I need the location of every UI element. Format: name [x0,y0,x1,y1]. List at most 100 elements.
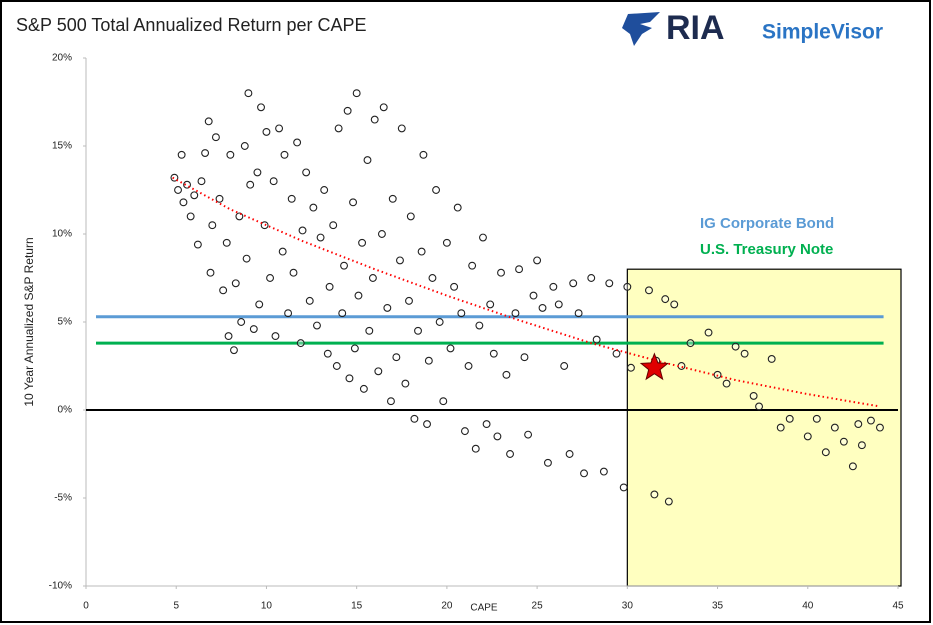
scatter-point [363,156,372,165]
scatter-point [298,226,307,235]
scatter-point [253,168,262,177]
scatter-point [190,191,199,200]
scatter-point [397,124,406,133]
scatter-point [177,150,186,159]
scatter-point [677,362,686,370]
scatter-point [866,416,875,425]
scatter-point [489,349,498,358]
scatter-point [464,362,473,370]
scatter-point [186,212,195,221]
scatter-point [686,339,695,348]
scatter-point [396,256,404,265]
scatter-point [533,256,542,265]
scatter-point [435,318,444,326]
scatter-point [242,254,251,263]
scatter-point [231,279,240,288]
scatter-point [482,420,491,429]
scatter-point [379,103,388,112]
scatter-point [661,295,670,304]
scatter-point [755,402,764,411]
scatter-point [468,261,477,270]
scatter-point [410,414,419,423]
scatter-point [592,335,601,344]
logo: RIA SimpleVisor [622,9,883,47]
scatter-point [405,296,413,305]
logo-brand: RIA [666,9,725,47]
scatter-point [309,203,318,212]
scatter-point [224,332,233,341]
x-tick-label: 15 [351,601,363,612]
scatter-point [211,133,220,142]
trend-line [172,176,881,408]
scatter-point [240,142,249,150]
scatter-point [352,89,361,98]
scatter-point [302,168,311,177]
scatter-point [206,268,215,277]
x-tick-label: 10 [261,601,273,612]
scatter-point [358,238,367,247]
scatter-point [619,483,628,492]
scatter-point [419,150,428,159]
scatter-point [821,448,830,457]
scatter-point [174,186,182,194]
scatter-point [479,233,487,242]
scatter-point [334,124,343,133]
scatter-point [266,274,275,282]
scatter-point [388,194,397,203]
scatter-point [580,469,588,478]
scatter-point [497,268,505,277]
scatter-point [830,423,839,432]
scatter-point [740,349,749,358]
scatter-point [269,177,278,186]
scatter-point [401,379,410,388]
scatter-point [543,458,552,467]
scatter-point [289,268,298,277]
scatter-point [574,309,583,318]
scatter-point [340,261,348,270]
y-axis-label: 10 Year Annualized S&P Return [22,237,36,406]
x-tick-label: 30 [622,601,634,612]
scatter-point [803,432,812,441]
scatter-point [664,497,673,506]
scatter-point [493,432,502,441]
scatter-point [338,309,347,318]
scatter-point [524,430,533,439]
scatter-point [432,186,441,194]
scatter-point [249,325,258,333]
scatter-point [612,349,621,358]
scatter-point [262,127,271,136]
scatter-point [848,462,857,471]
scatter-point [370,115,379,124]
scatter-point [776,423,785,432]
scatter-point [453,203,462,212]
scatter-point [313,321,321,330]
scatter-point [349,198,358,207]
scatter-point [457,309,466,318]
scatter-point [305,296,314,305]
scatter-point [320,186,329,194]
scatter-point [520,353,529,362]
x-axis-label: CAPE [470,603,498,614]
scatter-point [502,370,511,379]
scatter-point [345,374,354,383]
scatter-point [605,279,614,288]
scatter-point [374,367,383,376]
scatter-point [329,221,338,230]
chart-title: S&P 500 Total Annualized Return per CAPE [16,15,367,35]
scatter-point [587,274,596,282]
scatter-point [332,362,341,370]
scatter-point [287,194,296,203]
scatter-point [731,342,740,351]
scatter-point [204,117,213,126]
logo-product: SimpleVisor [762,21,883,44]
scatter-point [235,212,244,221]
x-tick-label: 25 [532,601,544,612]
scatter-point [876,423,884,432]
scatter-point [284,309,293,318]
scatter-point [255,300,264,309]
x-tick-label: 45 [892,601,904,612]
y-tick-label: 5% [58,317,73,328]
scatter-point [529,291,538,300]
scatter-point [414,326,422,335]
scatter-point [417,247,426,256]
